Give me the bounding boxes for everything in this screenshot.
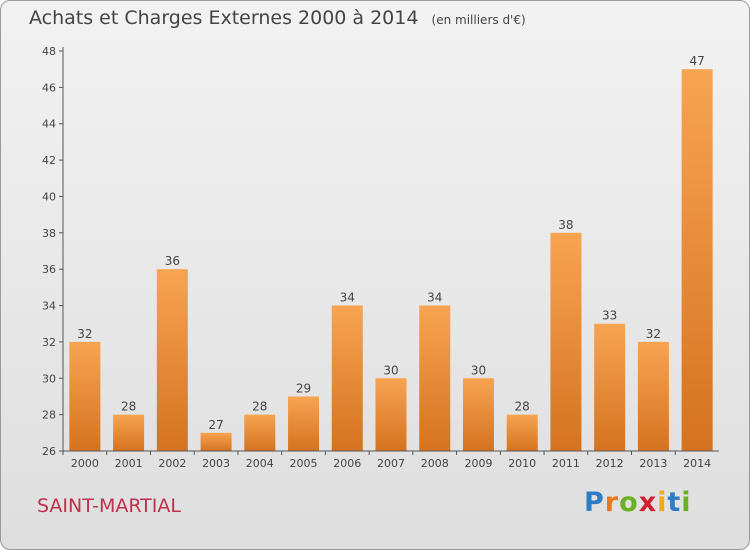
logo-letter: P xyxy=(584,487,605,518)
y-tick-label: 42 xyxy=(42,154,56,167)
bar xyxy=(506,414,538,451)
data-label: 29 xyxy=(296,381,311,395)
proxiti-logo: Proxiti xyxy=(584,487,692,518)
bar xyxy=(331,305,363,451)
bar xyxy=(462,378,494,451)
y-tick-label: 48 xyxy=(42,45,56,58)
x-tick-label: 2000 xyxy=(71,457,99,470)
chart-title: Achats et Charges Externes 2000 à 2014 xyxy=(29,7,419,29)
city-name: SAINT-MARTIAL xyxy=(37,495,181,517)
data-label: 30 xyxy=(383,363,398,377)
data-label: 28 xyxy=(515,400,530,414)
bar xyxy=(156,269,188,451)
y-tick-label: 28 xyxy=(42,409,56,422)
y-tick-label: 34 xyxy=(42,300,56,313)
data-label: 36 xyxy=(165,254,180,268)
y-tick-label: 36 xyxy=(42,263,56,276)
data-label: 34 xyxy=(427,291,442,305)
data-label: 47 xyxy=(689,54,704,68)
bar xyxy=(69,341,101,451)
data-label: 30 xyxy=(471,363,486,377)
bar xyxy=(594,323,626,451)
data-label: 32 xyxy=(77,327,92,341)
x-tick-label: 2009 xyxy=(464,457,492,470)
data-label: 28 xyxy=(121,400,136,414)
data-label: 33 xyxy=(602,309,617,323)
logo-letter: t xyxy=(667,487,682,518)
chart-subtitle: (en milliers d'€) xyxy=(431,13,526,27)
bar xyxy=(200,432,232,451)
y-tick-label: 40 xyxy=(42,190,56,203)
logo-letter: o xyxy=(619,487,639,518)
data-label: 32 xyxy=(646,327,661,341)
logo-letter: i xyxy=(681,487,692,518)
logo-letter: r xyxy=(604,487,620,518)
title-block: Achats et Charges Externes 2000 à 2014 (… xyxy=(29,7,526,29)
data-label: 38 xyxy=(558,218,573,232)
data-label: 27 xyxy=(208,418,223,432)
data-label: 28 xyxy=(252,400,267,414)
bar xyxy=(113,414,145,451)
x-tick-label: 2003 xyxy=(202,457,230,470)
bar xyxy=(681,69,713,451)
x-tick-label: 2002 xyxy=(158,457,186,470)
x-tick-label: 2013 xyxy=(639,457,667,470)
y-tick-label: 30 xyxy=(42,372,56,385)
x-tick-label: 2010 xyxy=(508,457,536,470)
y-tick-label: 46 xyxy=(42,81,56,94)
y-tick-label: 32 xyxy=(42,336,56,349)
y-tick-label: 44 xyxy=(42,118,56,131)
bar xyxy=(637,341,669,451)
x-tick-label: 2005 xyxy=(290,457,318,470)
x-tick-label: 2006 xyxy=(333,457,361,470)
data-label: 34 xyxy=(340,291,355,305)
y-tick-label: 26 xyxy=(42,445,56,458)
y-tick-label: 38 xyxy=(42,227,56,240)
x-tick-label: 2014 xyxy=(683,457,711,470)
logo-letter: x xyxy=(638,487,658,518)
bar xyxy=(244,414,276,451)
bar xyxy=(419,305,451,451)
bar xyxy=(550,232,582,451)
x-tick-label: 2008 xyxy=(421,457,449,470)
x-tick-label: 2007 xyxy=(377,457,405,470)
x-tick-label: 2001 xyxy=(115,457,143,470)
bar xyxy=(288,396,320,451)
x-tick-label: 2004 xyxy=(246,457,274,470)
bar xyxy=(375,378,407,451)
x-tick-label: 2011 xyxy=(552,457,580,470)
x-tick-label: 2012 xyxy=(596,457,624,470)
logo-letter: i xyxy=(657,487,668,518)
